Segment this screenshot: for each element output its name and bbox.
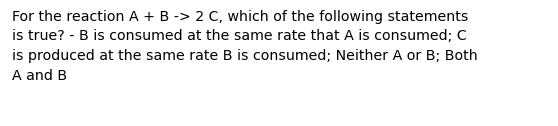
Text: For the reaction A + B -> 2 C, which of the following statements
is true? - B is: For the reaction A + B -> 2 C, which of … <box>12 10 478 83</box>
